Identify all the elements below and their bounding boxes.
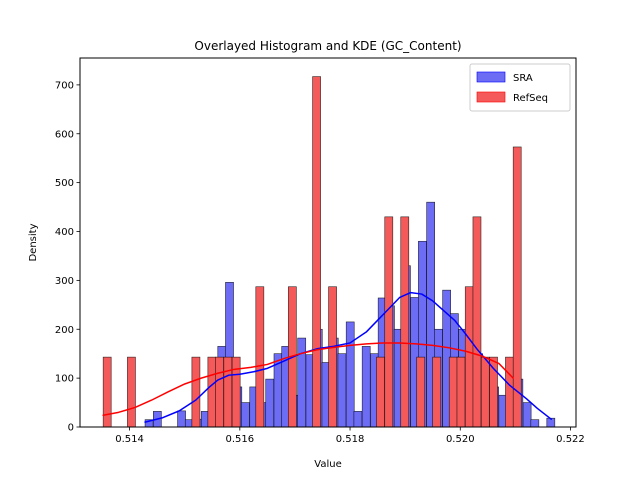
sra-bar (353, 411, 363, 428)
refseq-bar (328, 286, 337, 428)
x-axis-label: Value (314, 459, 341, 470)
plot-area-frame (79, 57, 577, 428)
refseq-bar (480, 356, 490, 428)
sra-bar (177, 410, 186, 428)
y-tick-label: 700 (55, 80, 74, 91)
refseq-bar (448, 356, 458, 428)
sra-bar (361, 346, 371, 428)
y-tick-label: 500 (55, 178, 74, 189)
sra-bar (265, 378, 275, 428)
refseq-bar (464, 286, 474, 428)
sra-bar (241, 402, 250, 428)
refseq-bar (215, 356, 224, 428)
refseq-bar (512, 146, 522, 428)
y-tick-label: 300 (55, 276, 74, 287)
refseq-bar (231, 356, 241, 428)
kde-lines (102, 291, 552, 423)
refseq-bar (472, 216, 482, 428)
y-tick-label: 100 (55, 374, 74, 385)
y-tick-label: 200 (55, 325, 74, 336)
refseq-bar (505, 356, 514, 428)
refseq-bar (384, 216, 394, 428)
sra-bar (337, 353, 347, 428)
y-tick-label: 0 (68, 423, 74, 434)
sra-bar (297, 337, 307, 428)
refseq-bar (191, 356, 201, 428)
refseq-bar (102, 356, 112, 428)
refseq-bar (456, 356, 466, 428)
refseq-bar (312, 76, 321, 428)
legend-label-sra: SRA (513, 73, 533, 84)
refseq-bar (432, 356, 442, 428)
refseq-bar (127, 356, 136, 428)
x-tick-label: 0.520 (446, 434, 475, 445)
refseq-kde-line (102, 342, 514, 417)
y-tick-label: 600 (55, 129, 74, 140)
legend-swatch-sra (476, 71, 506, 83)
y-tick-label: 400 (55, 227, 74, 238)
refseq-bar (416, 356, 426, 428)
chart-title: Overlayed Histogram and KDE (GC_Content) (194, 39, 461, 53)
x-tick-label: 0.516 (226, 434, 255, 445)
sra-kde-line (144, 291, 552, 423)
sra-bar (345, 321, 355, 428)
legend-label-refseq: RefSeq (513, 93, 548, 104)
y-axis-ticks: 0 100 200 300 400 500 600 700 (55, 80, 80, 434)
refseq-bar (400, 216, 410, 428)
x-tick-label: 0.514 (115, 434, 144, 445)
sra-bar (530, 419, 540, 428)
refseq-bar (223, 356, 233, 428)
x-tick-label: 0.518 (336, 434, 365, 445)
legend-swatch-refseq (476, 91, 506, 103)
sra-bar (522, 402, 532, 428)
x-tick-label: 0.522 (556, 434, 585, 445)
x-axis-ticks: 0.514 0.516 0.518 0.520 0.522 (115, 427, 585, 445)
refseq-bar (255, 286, 265, 428)
refseq-bar (376, 356, 385, 428)
y-axis-label: Density (28, 223, 39, 261)
refseq-bar (207, 356, 217, 428)
chart-legend: SRA RefSeq (469, 63, 571, 112)
